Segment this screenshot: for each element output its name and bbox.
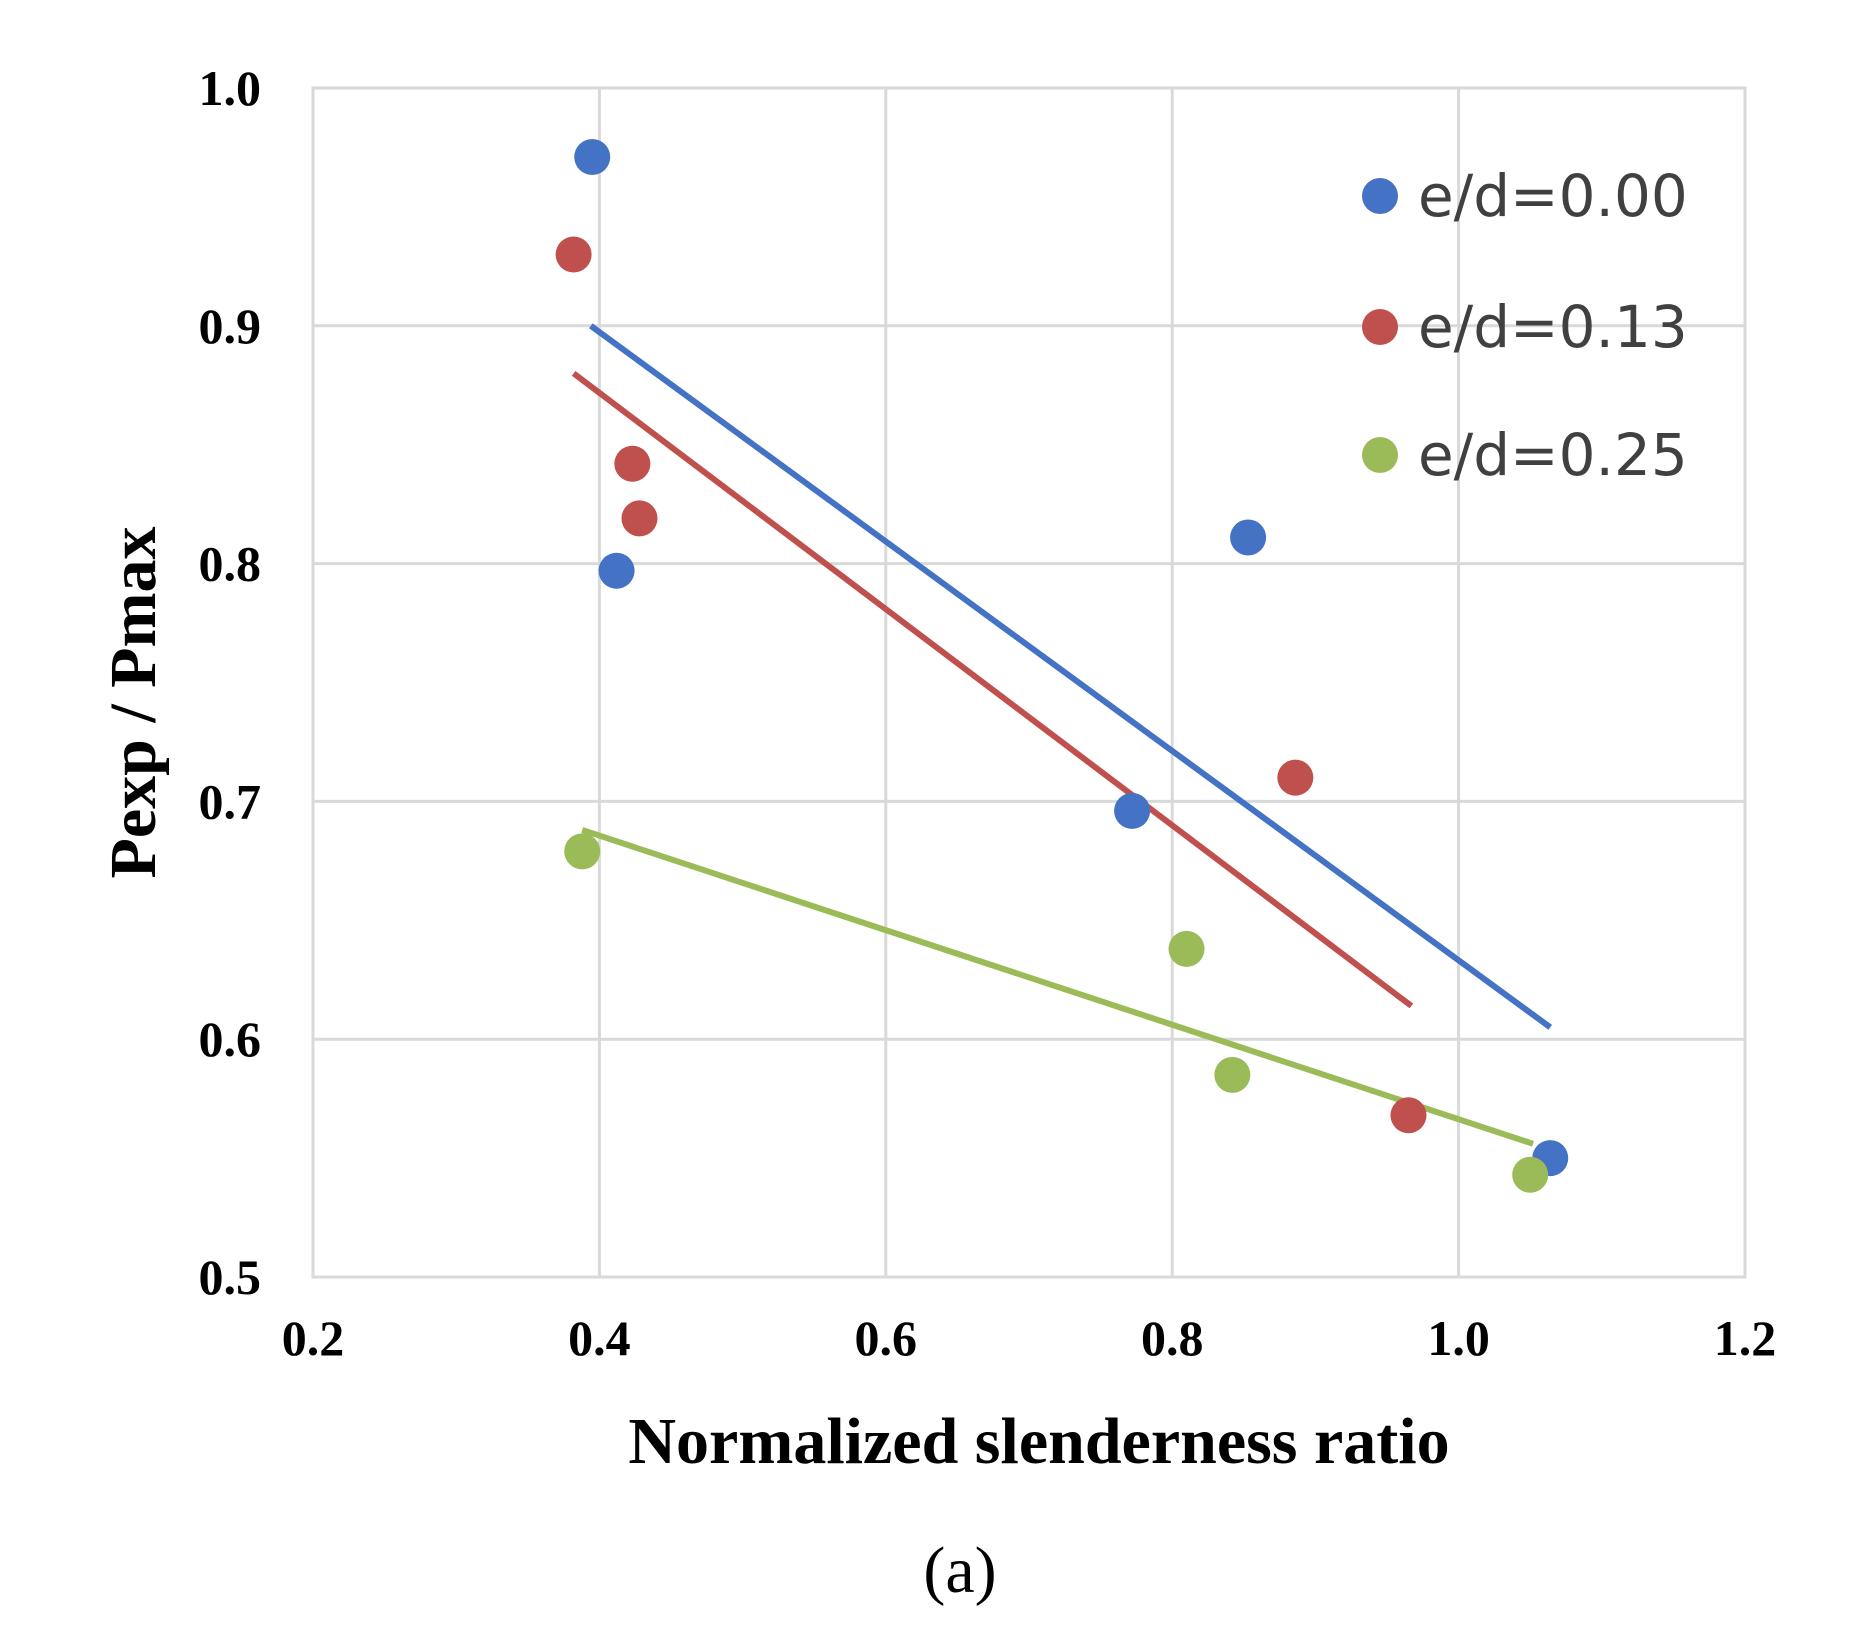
x-tick-label: 1.0 (1427, 1310, 1490, 1366)
y-tick-label: 0.6 (199, 1011, 262, 1067)
data-point (614, 445, 651, 482)
legend-label: e/d=0.13 (1418, 293, 1688, 361)
y-tick-label: 0.8 (199, 536, 262, 592)
x-tick-label: 0.4 (568, 1310, 631, 1366)
data-point (1214, 1056, 1251, 1093)
x-tick-label: 1.2 (1714, 1310, 1777, 1366)
data-point (564, 833, 601, 870)
x-tick-label: 0.6 (855, 1310, 918, 1366)
x-axis-tick-labels: 0.2 0.4 0.6 0.8 1.0 1.2 (282, 1310, 1777, 1366)
legend-label: e/d=0.00 (1418, 162, 1688, 230)
x-tick-label: 0.8 (1141, 1310, 1204, 1366)
x-tick-label: 0.2 (282, 1310, 345, 1366)
legend-marker (1362, 437, 1398, 473)
legend-label: e/d=0.25 (1418, 421, 1688, 489)
trendline (581, 827, 1535, 1147)
x-axis-title: Normalized slenderness ratio (628, 1405, 1449, 1478)
y-tick-label: 0.5 (199, 1249, 262, 1305)
data-point (555, 236, 592, 273)
grid-lines (311, 86, 1747, 1279)
y-tick-label: 1.0 (199, 60, 262, 116)
legend-marker (1362, 309, 1398, 345)
data-point (598, 552, 635, 589)
legend-marker (1362, 178, 1398, 214)
legend: e/d=0.00 e/d=0.13 e/d=0.25 (1362, 162, 1688, 489)
y-axis-title: Pexp / Pmax (97, 527, 170, 879)
data-point (1230, 519, 1267, 556)
data-points (555, 138, 1569, 1193)
data-point (1168, 930, 1205, 967)
data-point (621, 500, 658, 537)
y-axis-tick-labels: 0.5 0.6 0.7 0.8 0.9 1.0 (199, 60, 262, 1305)
data-point (1277, 759, 1314, 796)
y-tick-label: 0.7 (199, 773, 262, 829)
trendline (589, 323, 1553, 1030)
data-point (574, 138, 611, 175)
y-tick-label: 0.9 (199, 298, 262, 354)
data-point (1512, 1156, 1549, 1193)
plot-area-frame (311, 86, 1747, 1279)
trendline (571, 370, 1414, 1009)
data-point (1390, 1097, 1427, 1134)
data-point (1114, 792, 1151, 829)
trendlines (571, 323, 1553, 1147)
panel-caption: (a) (923, 1534, 996, 1607)
